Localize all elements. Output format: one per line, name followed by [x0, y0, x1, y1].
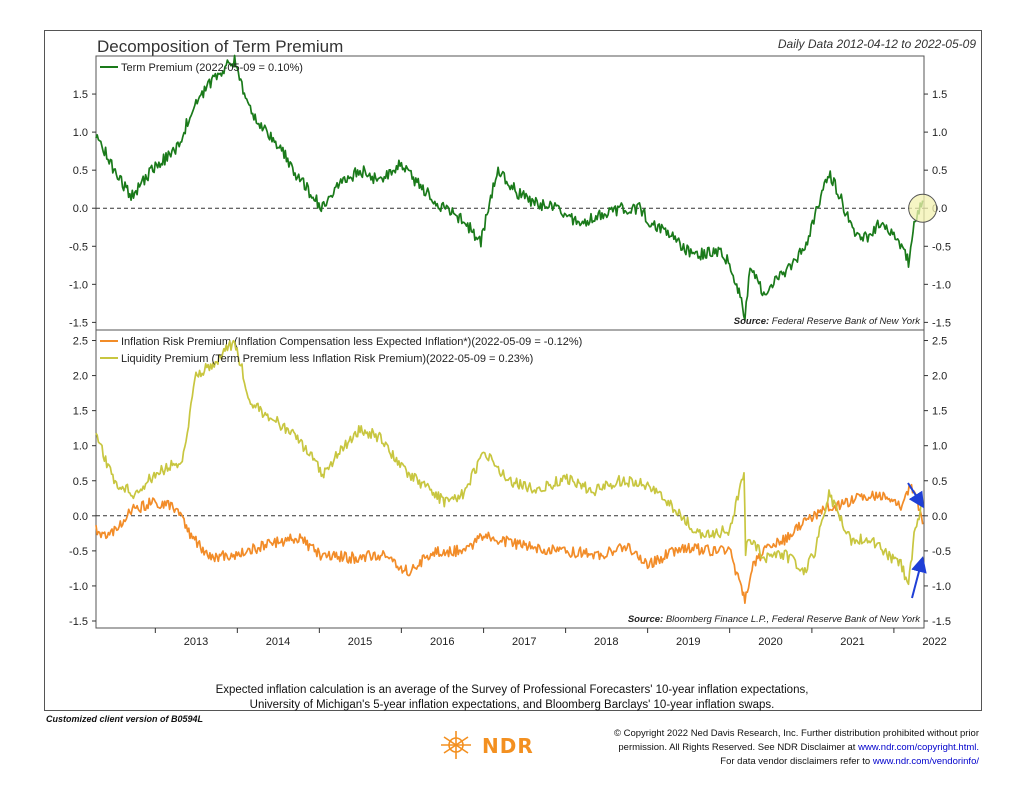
- highlight-circle: [908, 193, 938, 223]
- bottom-panel-source: Source: Bloomberg Finance L.P., Federal …: [628, 614, 921, 625]
- x-tick-label-2015: 2015: [348, 636, 372, 648]
- bottom-panel-ytick-label-left: -0.5: [69, 546, 88, 558]
- logo-text: NDR: [482, 734, 534, 758]
- top-panel-source-label: Source:: [734, 316, 772, 327]
- copyright-line-3: For data vendor disclaimers refer to www…: [614, 755, 979, 769]
- vendor-info-link[interactable]: www.ndr.com/vendorinfo/: [872, 756, 979, 767]
- bottom-panel-ytick-label-left: 0.0: [73, 511, 88, 523]
- top-panel-source-text: Federal Reserve Bank of New York: [772, 316, 921, 327]
- top-panel-ytick-label-right: -1.5: [932, 317, 951, 329]
- bottom-panel-source-label: Source:: [628, 614, 666, 625]
- bottom-panel-ytick-label-left: 2.5: [73, 336, 88, 348]
- bottom-panel-ytick-label-right: 0.5: [932, 476, 947, 488]
- top-panel-ytick-label-right: 1.0: [932, 127, 947, 139]
- top-panel-ytick-label-right: -0.5: [932, 241, 951, 253]
- bottom-panel-ytick-label-left: -1.0: [69, 581, 88, 593]
- up-arrow-icon: [911, 556, 927, 599]
- top-panel-legend-label-0: Term Premium (2022-05-09 = 0.10%): [121, 62, 303, 74]
- date-range: Daily Data 2012-04-12 to 2022-05-09: [777, 37, 976, 51]
- copyright-line-2-text: permission. All Rights Reserved. See NDR…: [618, 742, 856, 753]
- bottom-panel-ytick-label-right: 0.0: [932, 511, 947, 523]
- x-tick-label-2019: 2019: [676, 636, 700, 648]
- x-tick-label-2018: 2018: [594, 636, 618, 648]
- copyright-line-2: permission. All Rights Reserved. See NDR…: [614, 741, 979, 755]
- bottom-panel-ytick-label-right: 2.5: [932, 336, 947, 348]
- top-panel-ytick-label-left: 0.0: [73, 203, 88, 215]
- x-tick-label-2022: 2022: [922, 636, 946, 648]
- client-version: Customized client version of B0594L: [46, 714, 204, 724]
- bottom-panel-ytick-label-right: -1.5: [932, 616, 951, 628]
- bottom-panel-legend-label-0: Inflation Risk Premium (Inflation Compen…: [121, 336, 582, 348]
- x-tick-label-2020: 2020: [758, 636, 782, 648]
- bottom-panel-ytick-label-left: 1.5: [73, 406, 88, 418]
- x-tick-label-2017: 2017: [512, 636, 536, 648]
- logo-mark-icon: [441, 731, 471, 759]
- top-panel-ytick-label-left: 1.0: [73, 127, 88, 139]
- bottom-panel-ytick-label-left: 2.0: [73, 371, 88, 383]
- top-panel-ytick-label-right: 0.5: [932, 165, 947, 177]
- top-panel-ytick-label-left: -1.5: [69, 317, 88, 329]
- bottom-panel-ytick-label-right: 1.0: [932, 441, 947, 453]
- bottom-panel-series-line-1: [95, 339, 924, 586]
- top-panel-series-line-0: [95, 54, 924, 322]
- x-tick-label-2013: 2013: [184, 636, 208, 648]
- bottom-panel-ytick-label-left: -1.5: [69, 616, 88, 628]
- bottom-panel-ytick-label-left: 0.5: [73, 476, 88, 488]
- footnote-line-2: University of Michigan's 5-year inflatio…: [249, 699, 775, 711]
- top-panel-source: Source: Federal Reserve Bank of New York: [734, 316, 921, 327]
- chart-title: Decomposition of Term Premium: [97, 37, 344, 56]
- top-panel-ytick-label-right: -1.0: [932, 279, 951, 291]
- footnote-line-1: Expected inflation calculation is an ave…: [215, 684, 809, 696]
- ndr-logo: NDR: [436, 727, 556, 763]
- bottom-panel-ytick-label-right: -1.0: [932, 581, 951, 593]
- top-panel-plot-area: [95, 55, 925, 331]
- x-tick-label-2014: 2014: [266, 636, 290, 648]
- copyright-block: © Copyright 2022 Ned Davis Research, Inc…: [614, 727, 979, 769]
- copyright-link[interactable]: www.ndr.com/copyright.html.: [858, 742, 979, 753]
- bottom-panel-series-line-0: [95, 483, 924, 604]
- top-panel-ytick-label-left: 0.5: [73, 165, 88, 177]
- bottom-panel-ytick-label-right: 2.0: [932, 371, 947, 383]
- x-tick-label-2016: 2016: [430, 636, 454, 648]
- top-panel-ytick-label-left: 1.5: [73, 89, 88, 101]
- bottom-panel-ytick-label-right: 1.5: [932, 406, 947, 418]
- copyright-line-1: © Copyright 2022 Ned Davis Research, Inc…: [613, 728, 979, 739]
- top-panel-ytick-label-left: -1.0: [69, 279, 88, 291]
- chart-frame: [44, 30, 982, 711]
- x-tick-label-2021: 2021: [840, 636, 864, 648]
- bottom-panel-source-text: Bloomberg Finance L.P., Federal Reserve …: [666, 614, 921, 625]
- top-panel-ytick-label-left: -0.5: [69, 241, 88, 253]
- down-arrow-icon: [907, 482, 925, 509]
- bottom-panel-ytick-label-right: -0.5: [932, 546, 951, 558]
- top-panel-ytick-label-right: 1.5: [932, 89, 947, 101]
- bottom-panel-ytick-label-left: 1.0: [73, 441, 88, 453]
- bottom-panel-legend-label-1: Liquidity Premium (Term Premium less Inf…: [121, 353, 533, 365]
- bottom-panel-plot-area: [95, 329, 925, 629]
- copyright-line-3-text: For data vendor disclaimers refer to: [720, 756, 871, 767]
